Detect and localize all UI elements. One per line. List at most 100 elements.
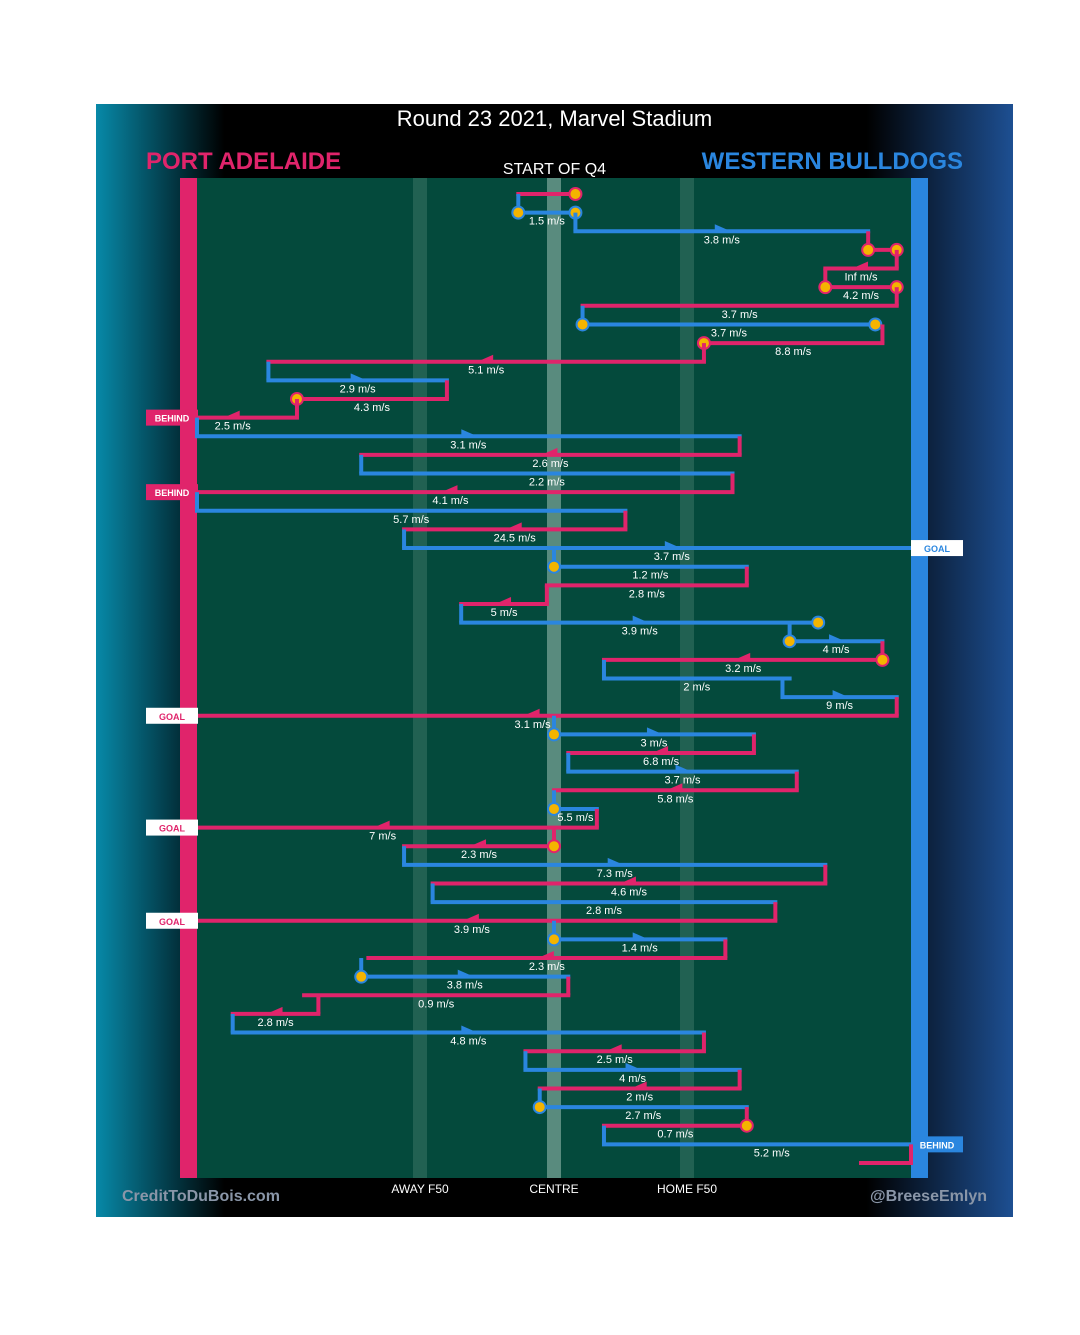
- speed-label: 3.7 m/s: [711, 327, 748, 339]
- score-result-label: GOAL: [159, 824, 186, 834]
- speed-label: 2.9 m/s: [340, 383, 377, 395]
- speed-label: 5.5 m/s: [557, 812, 594, 824]
- speed-label: 3.9 m/s: [622, 626, 659, 638]
- speed-label: 3 m/s: [641, 737, 668, 749]
- direction-arrow: [852, 261, 869, 269]
- stoppage-marker: [532, 1100, 547, 1115]
- speed-label: 2.8 m/s: [629, 588, 666, 600]
- speed-label: 3.7 m/s: [654, 551, 691, 563]
- stoppage-marker: [575, 317, 590, 332]
- credit-right: @BreeseEmlyn: [870, 1188, 987, 1205]
- stoppage-marker: [739, 1118, 754, 1133]
- direction-arrow: [605, 1044, 622, 1052]
- direction-arrow: [675, 764, 692, 772]
- speed-label: 2.5 m/s: [597, 1054, 634, 1066]
- direction-arrow: [607, 857, 624, 865]
- stoppage-marker: [868, 317, 883, 332]
- score-badge: [911, 1136, 963, 1153]
- direction-arrow: [632, 932, 649, 940]
- direction-arrow: [630, 1081, 647, 1089]
- score-result-label: BEHIND: [155, 488, 190, 498]
- speed-label: 3.2 m/s: [725, 663, 762, 675]
- stoppage-marker: [547, 932, 561, 947]
- speed-label: 3.7 m/s: [664, 775, 701, 787]
- score-badge: [146, 484, 198, 501]
- direction-arrow: [457, 969, 474, 977]
- speed-label: 5.7 m/s: [393, 514, 430, 526]
- stoppage-marker: [811, 615, 826, 630]
- direction-arrow: [223, 410, 240, 418]
- direction-arrow: [462, 913, 479, 921]
- stoppage-marker: [547, 727, 561, 742]
- direction-arrow: [714, 224, 731, 232]
- direction-arrow: [470, 839, 487, 847]
- speed-label: 24.5 m/s: [494, 532, 537, 544]
- period-label: START OF Q4: [502, 161, 607, 178]
- away-f50-band: [413, 178, 427, 1178]
- stoppage-marker: [547, 839, 561, 854]
- speed-label: 3.9 m/s: [454, 924, 491, 936]
- direction-arrow: [666, 783, 683, 791]
- direction-arrow: [477, 354, 494, 362]
- speed-label: 0.9 m/s: [418, 998, 455, 1010]
- speed-label: 0.7 m/s: [657, 1129, 694, 1141]
- speed-label: 3.1 m/s: [515, 719, 552, 731]
- speed-label: 4 m/s: [619, 1073, 646, 1085]
- score-result-label: BEHIND: [155, 414, 190, 424]
- speed-label: 6.8 m/s: [643, 756, 680, 768]
- direction-arrow: [541, 447, 558, 455]
- western-bulldogs-goal-line: [911, 178, 928, 1178]
- direction-arrow: [625, 1062, 642, 1070]
- speed-label: 5.1 m/s: [468, 365, 505, 377]
- speed-label: 2.5 m/s: [215, 421, 252, 433]
- chart-canvas: 1.5 m/s 3.8 m/s Inf m/s 4.2 m/s 3.7 m/s 3.7 m…: [96, 104, 1013, 1217]
- speed-label: 4 m/s: [823, 644, 850, 656]
- speed-label: 4.3 m/s: [354, 402, 391, 414]
- speed-label: 2.6 m/s: [532, 458, 569, 470]
- direction-arrow: [461, 429, 478, 437]
- speed-label: Inf m/s: [845, 272, 879, 284]
- speed-label: 2.8 m/s: [258, 1017, 295, 1029]
- score-result-label: GOAL: [159, 712, 186, 722]
- speed-label: 2.3 m/s: [529, 961, 566, 973]
- direction-arrow: [266, 1006, 283, 1014]
- tick-label-away-f50: AWAY F50: [391, 1182, 449, 1196]
- direction-arrow: [734, 652, 751, 660]
- speed-label: 7.3 m/s: [597, 868, 634, 880]
- chain-chart: 1.5 m/s 3.8 m/s Inf m/s 4.2 m/s 3.7 m/s 3.7 m…: [146, 178, 963, 1178]
- speed-label: 5.2 m/s: [754, 1147, 791, 1159]
- credit-left: CreditToDuBois.com: [122, 1188, 280, 1205]
- tick-label-home-f50: HOME F50: [656, 1182, 718, 1196]
- stoppage-marker: [568, 187, 583, 201]
- team-name-port-adelaide: PORT ADELAIDE: [146, 148, 342, 175]
- direction-arrow: [664, 541, 681, 549]
- stoppage-marker: [354, 969, 369, 984]
- speed-label: 4.6 m/s: [611, 886, 648, 898]
- direction-arrow: [832, 690, 849, 698]
- speed-label: 1.5 m/s: [529, 216, 566, 228]
- score-result-label: GOAL: [924, 544, 951, 554]
- direction-arrow: [537, 951, 554, 959]
- direction-arrow: [373, 820, 390, 828]
- speed-label: 3.8 m/s: [447, 980, 484, 992]
- direction-arrow: [652, 746, 669, 754]
- direction-arrow: [441, 485, 458, 493]
- centre-band: [547, 178, 561, 1178]
- score-badge: [146, 912, 198, 929]
- direction-arrow: [505, 522, 522, 530]
- stoppage-marker: [547, 801, 561, 816]
- speed-label: 5.8 m/s: [657, 793, 694, 805]
- speed-label: 1.2 m/s: [632, 570, 669, 582]
- speed-label: 3.1 m/s: [450, 439, 487, 451]
- speed-label: 7 m/s: [369, 831, 396, 843]
- stoppage-marker: [818, 280, 833, 295]
- direction-arrow: [461, 1025, 478, 1033]
- stoppage-marker: [782, 634, 797, 649]
- tick-label-centre: CENTRE: [529, 1182, 579, 1196]
- speed-label: 2 m/s: [683, 682, 710, 694]
- score-badge: [911, 540, 963, 557]
- speed-label: 2 m/s: [626, 1091, 653, 1103]
- team-name-western-bulldogs: WESTERN BULLDOGS: [701, 148, 963, 175]
- speed-label: 4.1 m/s: [432, 495, 469, 507]
- score-badge: [146, 819, 198, 836]
